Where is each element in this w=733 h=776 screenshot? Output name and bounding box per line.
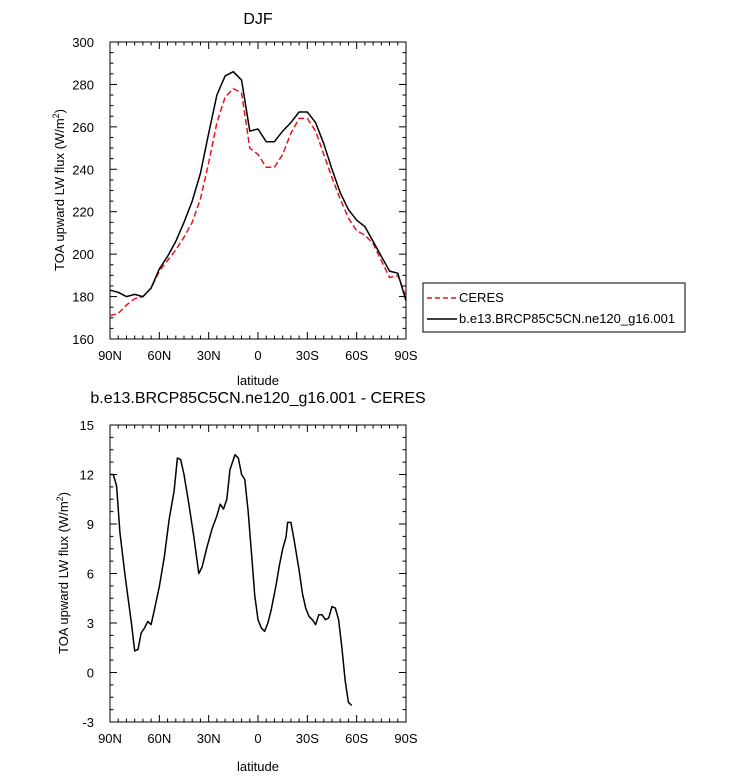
legend-label-ceres: CERES xyxy=(459,290,504,305)
top-x-tick-label: 60S xyxy=(345,348,368,363)
bottom-y-tick-label: 3 xyxy=(87,616,94,631)
top-x-tick-label: 0 xyxy=(254,348,261,363)
bottom-x-axis-label: latitude xyxy=(237,759,279,774)
top-x-tick-label: 30S xyxy=(296,348,319,363)
bottom-y-tick-label: 9 xyxy=(87,517,94,532)
legend-box xyxy=(422,282,686,333)
top-x-axis-label: latitude xyxy=(237,373,279,388)
top-panel: DJF 90N 60N 30N 0 30S 60S 90S 160 180 200 220 240 26… xyxy=(51,11,418,388)
top-y-tick-label: 280 xyxy=(72,77,94,92)
top-panel-title: DJF xyxy=(243,11,273,28)
bottom-x-tick-label: 60S xyxy=(345,731,368,746)
top-y-tick-label: 220 xyxy=(72,205,94,220)
top-x-tick-label: 30N xyxy=(197,348,221,363)
bottom-x-tick-label: 30S xyxy=(296,731,319,746)
top-plot-area: 90N 60N 30N 0 30S 60S 90S 160 180 200 220 240 260 280… xyxy=(72,35,418,363)
top-y-tick-label: 160 xyxy=(72,332,94,347)
top-y-axis-label: TOA upward LW flux (W/m2) xyxy=(51,109,67,271)
bottom-y-tick-label: 0 xyxy=(87,666,94,681)
top-x-tick-label: 90S xyxy=(394,348,417,363)
bottom-y-axis-label: TOA upward LW flux (W/m2) xyxy=(55,492,71,654)
top-y-tick-label: 180 xyxy=(72,290,94,305)
legend: CERES b.e13.BRCP85C5CN.ne120_g16.001 xyxy=(422,282,686,333)
bottom-x-tick-label: 30N xyxy=(197,731,221,746)
bottom-plot-area: 90N 60N 30N 0 30S 60S 90S -3 0 3 6 9 12 15 xyxy=(80,418,418,746)
top-plot-frame xyxy=(109,41,407,340)
bottom-y-tick-label: 12 xyxy=(80,468,94,483)
bottom-plot-frame xyxy=(109,424,407,723)
bottom-panel-title: b.e13.BRCP85C5CN.ne120_g16.001 - CERES xyxy=(90,390,425,407)
bottom-x-tick-label: 90S xyxy=(394,731,417,746)
top-y-tick-label: 300 xyxy=(72,35,94,50)
legend-label-model: b.e13.BRCP85C5CN.ne120_g16.001 xyxy=(459,311,675,326)
top-y-tick-label: 200 xyxy=(72,247,94,262)
bottom-x-tick-label: 60N xyxy=(147,731,171,746)
bottom-series-line-0 xyxy=(110,453,353,707)
bottom-x-tick-label: 90N xyxy=(98,731,122,746)
top-y-tick-label: 260 xyxy=(72,120,94,135)
top-y-tick-label: 240 xyxy=(72,162,94,177)
top-x-tick-label: 60N xyxy=(147,348,171,363)
top-series-line-0 xyxy=(109,87,407,317)
top-x-tick-label: 90N xyxy=(98,348,122,363)
bottom-y-tick-label: 6 xyxy=(87,567,94,582)
top-series-line-1 xyxy=(109,70,407,302)
bottom-x-tick-label: 0 xyxy=(254,731,261,746)
bottom-panel: b.e13.BRCP85C5CN.ne120_g16.001 - CERES 9… xyxy=(55,390,426,774)
bottom-y-tick-label: -3 xyxy=(82,715,94,730)
bottom-y-tick-label: 15 xyxy=(80,418,94,433)
